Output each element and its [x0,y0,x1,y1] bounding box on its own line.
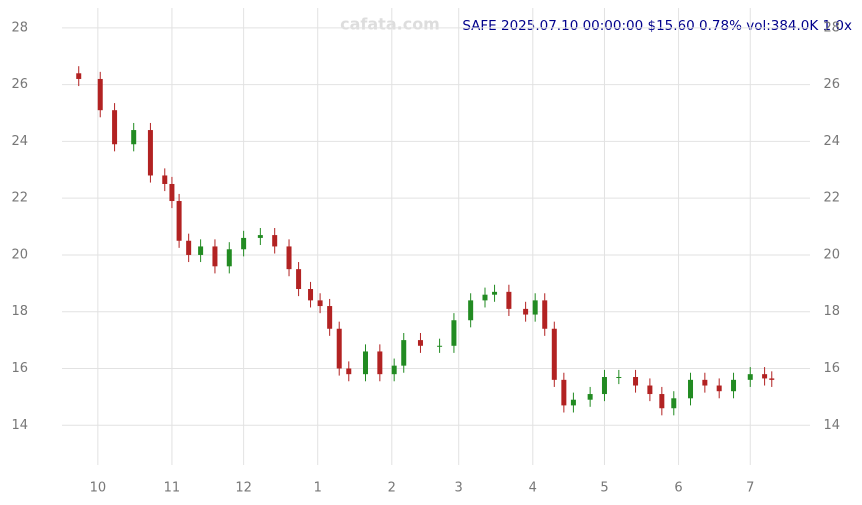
y-tick-label: 16 [823,361,840,376]
x-tick-label: 4 [529,481,537,496]
candle-body [308,289,314,301]
candle-body [417,340,423,346]
candle-body [377,351,383,375]
y-tick-label: 28 [11,20,28,35]
x-tick-label: 12 [235,481,252,496]
candle-body [482,294,488,301]
y-tick-label: 14 [11,418,28,433]
candle-body [601,377,607,395]
candle-body [212,246,218,267]
watermark: cafata.com [340,15,440,34]
candle-body [186,240,192,255]
candle-body [702,379,708,386]
candle-body [633,377,639,386]
y-tick-label: 26 [11,77,28,92]
x-tick-label: 5 [600,481,608,496]
candle-body [296,269,302,290]
candle-body [671,398,677,409]
candle-body [162,175,168,184]
candle-body [762,374,768,379]
candle-body [286,246,292,270]
candle-body [587,394,593,400]
x-tick-label: 11 [164,481,181,496]
x-tick-label: 6 [674,481,682,496]
candle-body [523,308,529,315]
y-tick-label: 28 [823,20,840,35]
candle-body [241,237,247,250]
candle-body [391,365,397,375]
candle-body [272,235,278,247]
candle-body [327,306,333,329]
y-tick-label: 14 [823,418,840,433]
candle-body [363,351,369,375]
candle-body [169,183,175,202]
y-tick-label: 24 [823,134,840,149]
y-tick-label: 20 [11,247,28,262]
candle-body [659,394,665,409]
candle-body [468,300,474,321]
candle-body [131,130,137,145]
candle-body [616,377,622,379]
candle-body [176,201,182,241]
candle-body [112,110,118,145]
candle-body [451,320,457,346]
candle-body [688,379,694,399]
candle-body [769,378,775,380]
candle-body [731,379,737,392]
candle-body [532,300,538,315]
y-tick-label: 16 [11,361,28,376]
candle-body [401,340,407,366]
candle-body [506,291,512,309]
y-tick-label: 18 [823,304,840,319]
candle-body [647,385,653,395]
candle-body [257,235,263,238]
candle-body [747,374,753,380]
candle-body [346,368,352,375]
chart-title: SAFE 2025.07.10 00:00:00 $15.60 0.78% vo… [462,18,852,34]
candle-body [437,345,443,347]
candle-body [147,130,153,176]
y-tick-label: 20 [823,247,840,262]
candle-body [542,300,548,329]
candle-body [226,249,232,267]
candle-body [76,73,82,79]
y-tick-label: 26 [823,77,840,92]
candle-body [198,246,204,255]
y-tick-label: 24 [11,134,28,149]
y-tick-label: 22 [11,191,28,206]
candle-body [570,399,576,406]
y-tick-label: 22 [823,191,840,206]
x-tick-label: 10 [90,481,107,496]
candle-body [317,300,323,307]
candle-body [716,385,722,392]
candle-body [492,291,498,295]
candle-body [336,328,342,369]
x-tick-label: 3 [455,481,463,496]
y-tick-label: 18 [11,304,28,319]
x-tick-label: 1 [314,481,322,496]
candle-body [561,379,567,406]
candle-body [97,78,103,111]
candle-body [551,328,557,380]
x-tick-label: 2 [388,481,396,496]
x-tick-label: 7 [746,481,754,496]
